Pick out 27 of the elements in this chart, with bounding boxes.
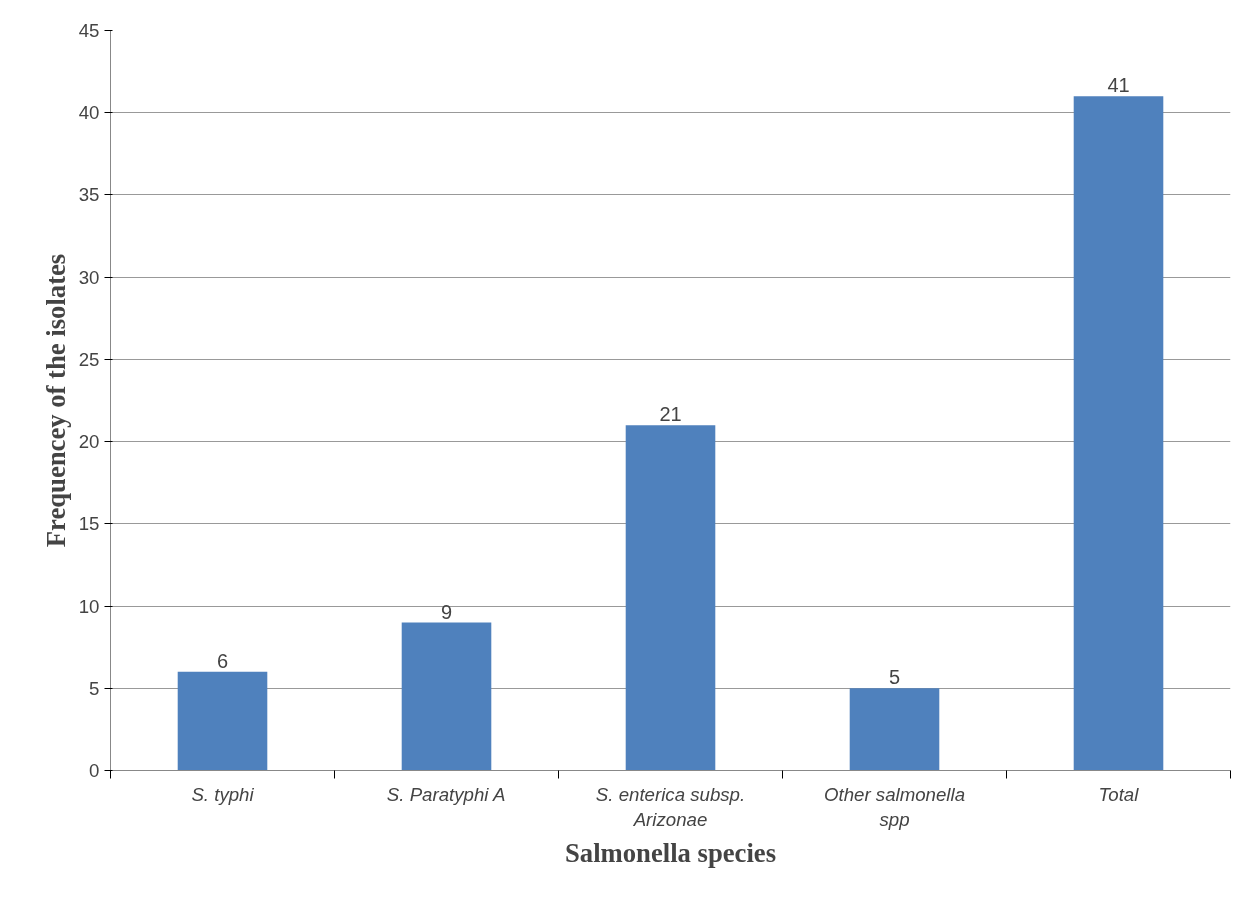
y-tick-label: 20 (78, 431, 100, 453)
data-label: 9 (440, 600, 453, 623)
data-label: 21 (659, 403, 682, 426)
y-tick-label: 40 (78, 102, 100, 124)
x-tick-label: S. Paratyphi A (386, 783, 506, 805)
bar (177, 671, 268, 771)
bar (1073, 96, 1164, 771)
x-tick-label: S. typhi (191, 783, 255, 805)
x-axis-title: Salmonella species (564, 837, 777, 868)
x-tick-label: Other salmonella spp (823, 783, 966, 830)
bar (849, 688, 940, 771)
y-tick-label: 30 (78, 266, 100, 288)
y-tick-label: 0 (89, 760, 100, 781)
x-tick-label: S. enterica subsp. Arizonae (595, 783, 746, 830)
y-tick-label: 10 (78, 595, 100, 617)
y-axis-title: Frequencey of the isolates (40, 253, 71, 548)
data-label: 6 (216, 649, 229, 672)
bar (401, 622, 492, 771)
y-tick-label: 35 (78, 184, 100, 206)
y-tick-label: 15 (78, 513, 100, 535)
bar (625, 425, 716, 771)
x-tick-label: Total (1098, 783, 1140, 805)
y-tick-label: 45 (78, 20, 100, 41)
y-tick-label: 25 (78, 348, 100, 370)
data-label: 41 (1107, 74, 1130, 97)
data-label: 5 (888, 666, 901, 689)
y-tick-label: 5 (89, 677, 100, 699)
